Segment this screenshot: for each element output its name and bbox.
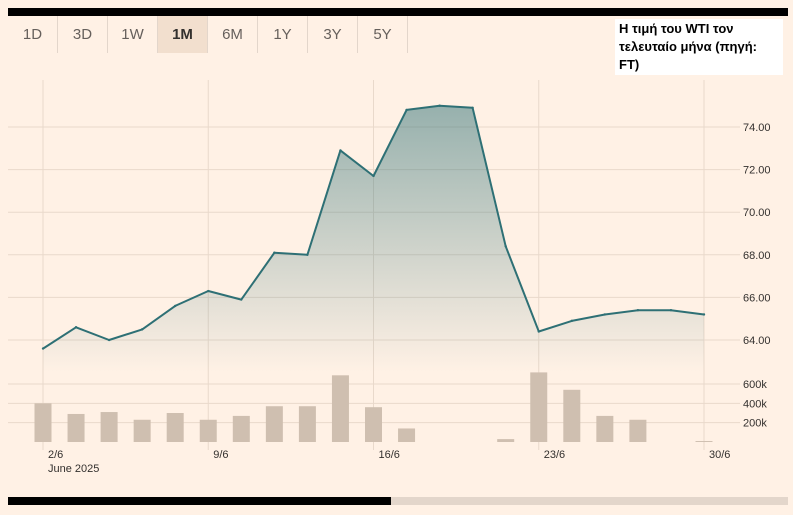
volume-bar [563,389,581,442]
x-sublabel: June 2025 [48,463,99,475]
price-point [306,253,309,257]
price-point [207,289,210,293]
volume-bar [331,375,349,442]
tab-5y[interactable]: 5Y [358,16,408,53]
volume-bar [530,372,548,442]
price-point [74,326,78,329]
volume-bar [629,419,647,442]
volume-bar [67,413,85,442]
tab-3y[interactable]: 3Y [308,16,358,53]
price-point [570,319,573,323]
volume-bar [34,403,52,442]
price-point [537,330,540,333]
tab-6m[interactable]: 6M [208,16,258,53]
volume-bar [298,406,316,442]
tab-1w[interactable]: 1W [108,16,158,53]
volume-bar [199,419,217,442]
volume-bar [166,413,184,442]
volume-bar [695,441,713,442]
x-tick-label: 2/6 [48,449,63,461]
top-rule [8,8,788,16]
volume-bar [232,415,250,442]
scrollbar-track[interactable] [8,497,788,505]
price-point [174,304,177,308]
price-tick-label: 66.00 [743,292,771,304]
price-point [471,106,474,109]
price-point [702,313,706,316]
price-point [636,309,640,312]
volume-bar [497,439,515,442]
x-tick-label: 16/6 [379,449,400,461]
price-point [107,338,111,342]
price-tick-label: 72.00 [743,165,771,177]
volume-bar [100,412,118,442]
price-point [438,104,441,107]
price-tick-label: 70.00 [743,207,771,219]
volume-bar [398,428,416,442]
price-point [273,251,276,254]
volume-bar [133,419,151,442]
chart-caption: Η τιμή του WTI τον τελευταίο μήνα (πηγή:… [615,19,783,75]
volume-tick-label: 600k [743,379,767,391]
x-tick-label: 23/6 [544,449,565,461]
price-point [603,313,607,316]
price-tick-label: 68.00 [743,250,771,262]
volume-bar [596,415,614,442]
scrollbar-thumb[interactable] [8,497,391,505]
x-tick-label: 30/6 [709,449,730,461]
price-tick-label: 74.00 [743,122,771,134]
price-point [669,309,673,312]
price-point [372,174,375,178]
price-point [339,149,342,152]
x-tick-label: 9/6 [213,449,228,461]
tab-1d[interactable]: 1D [8,16,58,53]
volume-bar [265,406,283,442]
tab-1m[interactable]: 1M [158,16,208,53]
volume-bar [365,407,382,442]
range-tabs: 1D 3D 1W 1M 6M 1Y 3Y 5Y [8,16,408,53]
price-point [41,347,45,350]
price-area [43,105,704,372]
price-point [405,108,408,112]
price-tick-label: 64.00 [743,335,771,347]
price-point [504,245,507,248]
tab-1y[interactable]: 1Y [258,16,308,53]
price-point [140,328,144,331]
volume-tick-label: 400k [743,398,767,410]
tab-3d[interactable]: 3D [58,16,108,53]
price-point [240,298,243,301]
volume-tick-label: 200k [743,418,767,430]
